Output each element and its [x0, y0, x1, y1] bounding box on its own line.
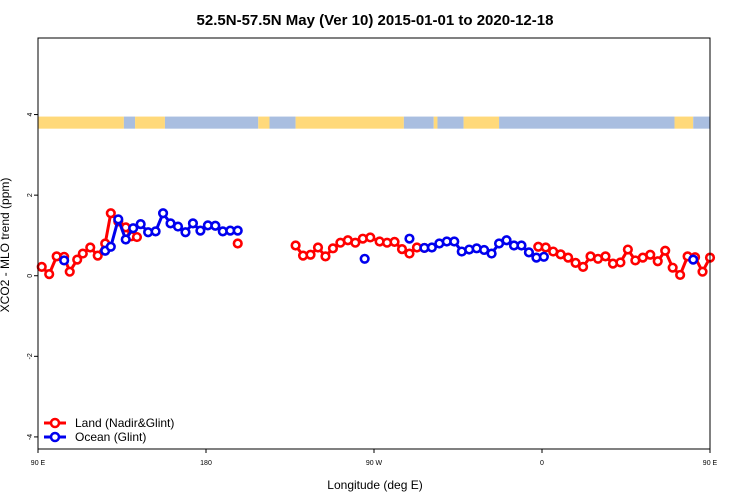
- data-point-land: [675, 269, 686, 281]
- x-axis: 90 E 180 90 W 0 90 E: [31, 449, 718, 467]
- data-point-land: [697, 266, 708, 277]
- data-point-land: [389, 236, 400, 247]
- data-point-ocean: [195, 225, 206, 236]
- data-point-land: [652, 256, 663, 267]
- data-point-ocean: [516, 240, 527, 251]
- data-point-land: [105, 208, 116, 219]
- strip-segment-ocean: [123, 116, 136, 129]
- data-point-ocean: [479, 244, 490, 256]
- x-tick-label: 0: [540, 460, 544, 467]
- data-point-land: [327, 243, 339, 254]
- y-tick-label: 0: [27, 274, 34, 278]
- strip-segment-land: [463, 116, 500, 129]
- data-point-ocean: [120, 234, 131, 245]
- data-point-ocean: [232, 225, 243, 236]
- strip-segment-land: [433, 116, 438, 129]
- data-point-ocean: [113, 214, 124, 225]
- data-point-land: [563, 252, 574, 263]
- data-point-land: [600, 251, 611, 262]
- data-point-land: [667, 262, 678, 273]
- data-point-land: [85, 242, 96, 253]
- strip-segment-land: [135, 116, 165, 129]
- data-point-ocean: [180, 227, 191, 238]
- data-point-ocean: [426, 242, 437, 253]
- data-point-land: [365, 232, 376, 243]
- strip-segment-ocean: [403, 116, 434, 129]
- strip-segment-land: [295, 116, 404, 129]
- y-axis: -4 -2 0 2 4: [27, 113, 38, 440]
- data-point-land: [660, 245, 671, 256]
- data-point-land: [72, 254, 83, 265]
- land-ocean-strip: [38, 116, 710, 129]
- legend: Land (Nadir&Glint) Ocean (Glint): [44, 416, 174, 444]
- data-point-ocean: [523, 247, 535, 258]
- data-point-land: [92, 250, 103, 261]
- data-point-land: [320, 251, 331, 262]
- data-point-land: [77, 248, 88, 259]
- data-point-land: [645, 249, 656, 260]
- data-point-ocean: [135, 219, 146, 230]
- strip-segment-ocean: [164, 116, 259, 129]
- data-point-ocean: [157, 208, 169, 219]
- data-point-ocean: [538, 251, 549, 262]
- data-point-ocean: [359, 253, 370, 264]
- data-point-ocean: [59, 255, 70, 266]
- x-axis-label: Longitude (deg E): [327, 478, 422, 492]
- chart-title: 52.5N-57.5N May (Ver 10) 2015-01-01 to 2…: [197, 12, 554, 29]
- y-axis-label: XCO2 - MLO trend (ppm): [0, 178, 12, 313]
- data-point-land: [36, 261, 47, 272]
- series-layer: [36, 208, 716, 281]
- strip-segment-land: [38, 116, 124, 129]
- data-point-ocean: [688, 254, 699, 265]
- x-tick-label: 180: [200, 460, 212, 467]
- data-point-ocean: [172, 221, 184, 232]
- data-point-ocean: [128, 223, 139, 234]
- data-point-land: [44, 269, 55, 280]
- legend-ocean-label: Ocean (Glint): [75, 430, 146, 444]
- data-point-land: [404, 248, 415, 259]
- data-point-ocean: [105, 241, 116, 252]
- x-tick-label: 90 E: [31, 460, 46, 467]
- y-tick-label: -2: [27, 353, 34, 359]
- y-tick-label: -4: [27, 434, 34, 440]
- data-point-land: [232, 238, 243, 249]
- data-point-land: [350, 237, 361, 248]
- plot-frame: [37, 37, 711, 450]
- legend-land-marker: [49, 417, 61, 429]
- data-point-land: [577, 261, 589, 272]
- y-tick-label: 2: [27, 193, 34, 197]
- data-point-land: [615, 257, 626, 268]
- data-point-land: [131, 231, 143, 243]
- strip-segment-ocean: [269, 116, 296, 129]
- data-point-land: [540, 242, 551, 253]
- data-point-land: [570, 257, 581, 268]
- data-point-ocean: [187, 218, 199, 229]
- data-point-ocean: [486, 248, 497, 259]
- legend-land-label: Land (Nadir&Glint): [75, 416, 174, 430]
- strip-segment-land: [674, 116, 694, 129]
- strip-segment-ocean: [437, 116, 464, 129]
- data-point-ocean: [210, 220, 221, 231]
- strip-segment-ocean: [693, 116, 710, 129]
- x-tick-label: 90 W: [366, 460, 383, 467]
- data-point-land: [64, 266, 75, 277]
- data-point-ocean: [501, 235, 512, 246]
- data-point-land: [622, 244, 633, 255]
- x-tick-label: 90 E: [703, 460, 718, 467]
- data-point-ocean: [449, 236, 460, 247]
- data-point-ocean: [150, 226, 161, 237]
- data-point-land: [396, 244, 408, 255]
- y-tick-label: 4: [27, 113, 34, 117]
- legend-ocean-marker: [49, 431, 61, 443]
- strip-segment-ocean: [499, 116, 675, 129]
- data-point-land: [305, 249, 316, 260]
- data-point-land: [312, 242, 324, 253]
- data-point-ocean: [404, 233, 415, 244]
- strip-segment-land: [258, 116, 270, 129]
- data-point-land: [290, 240, 301, 251]
